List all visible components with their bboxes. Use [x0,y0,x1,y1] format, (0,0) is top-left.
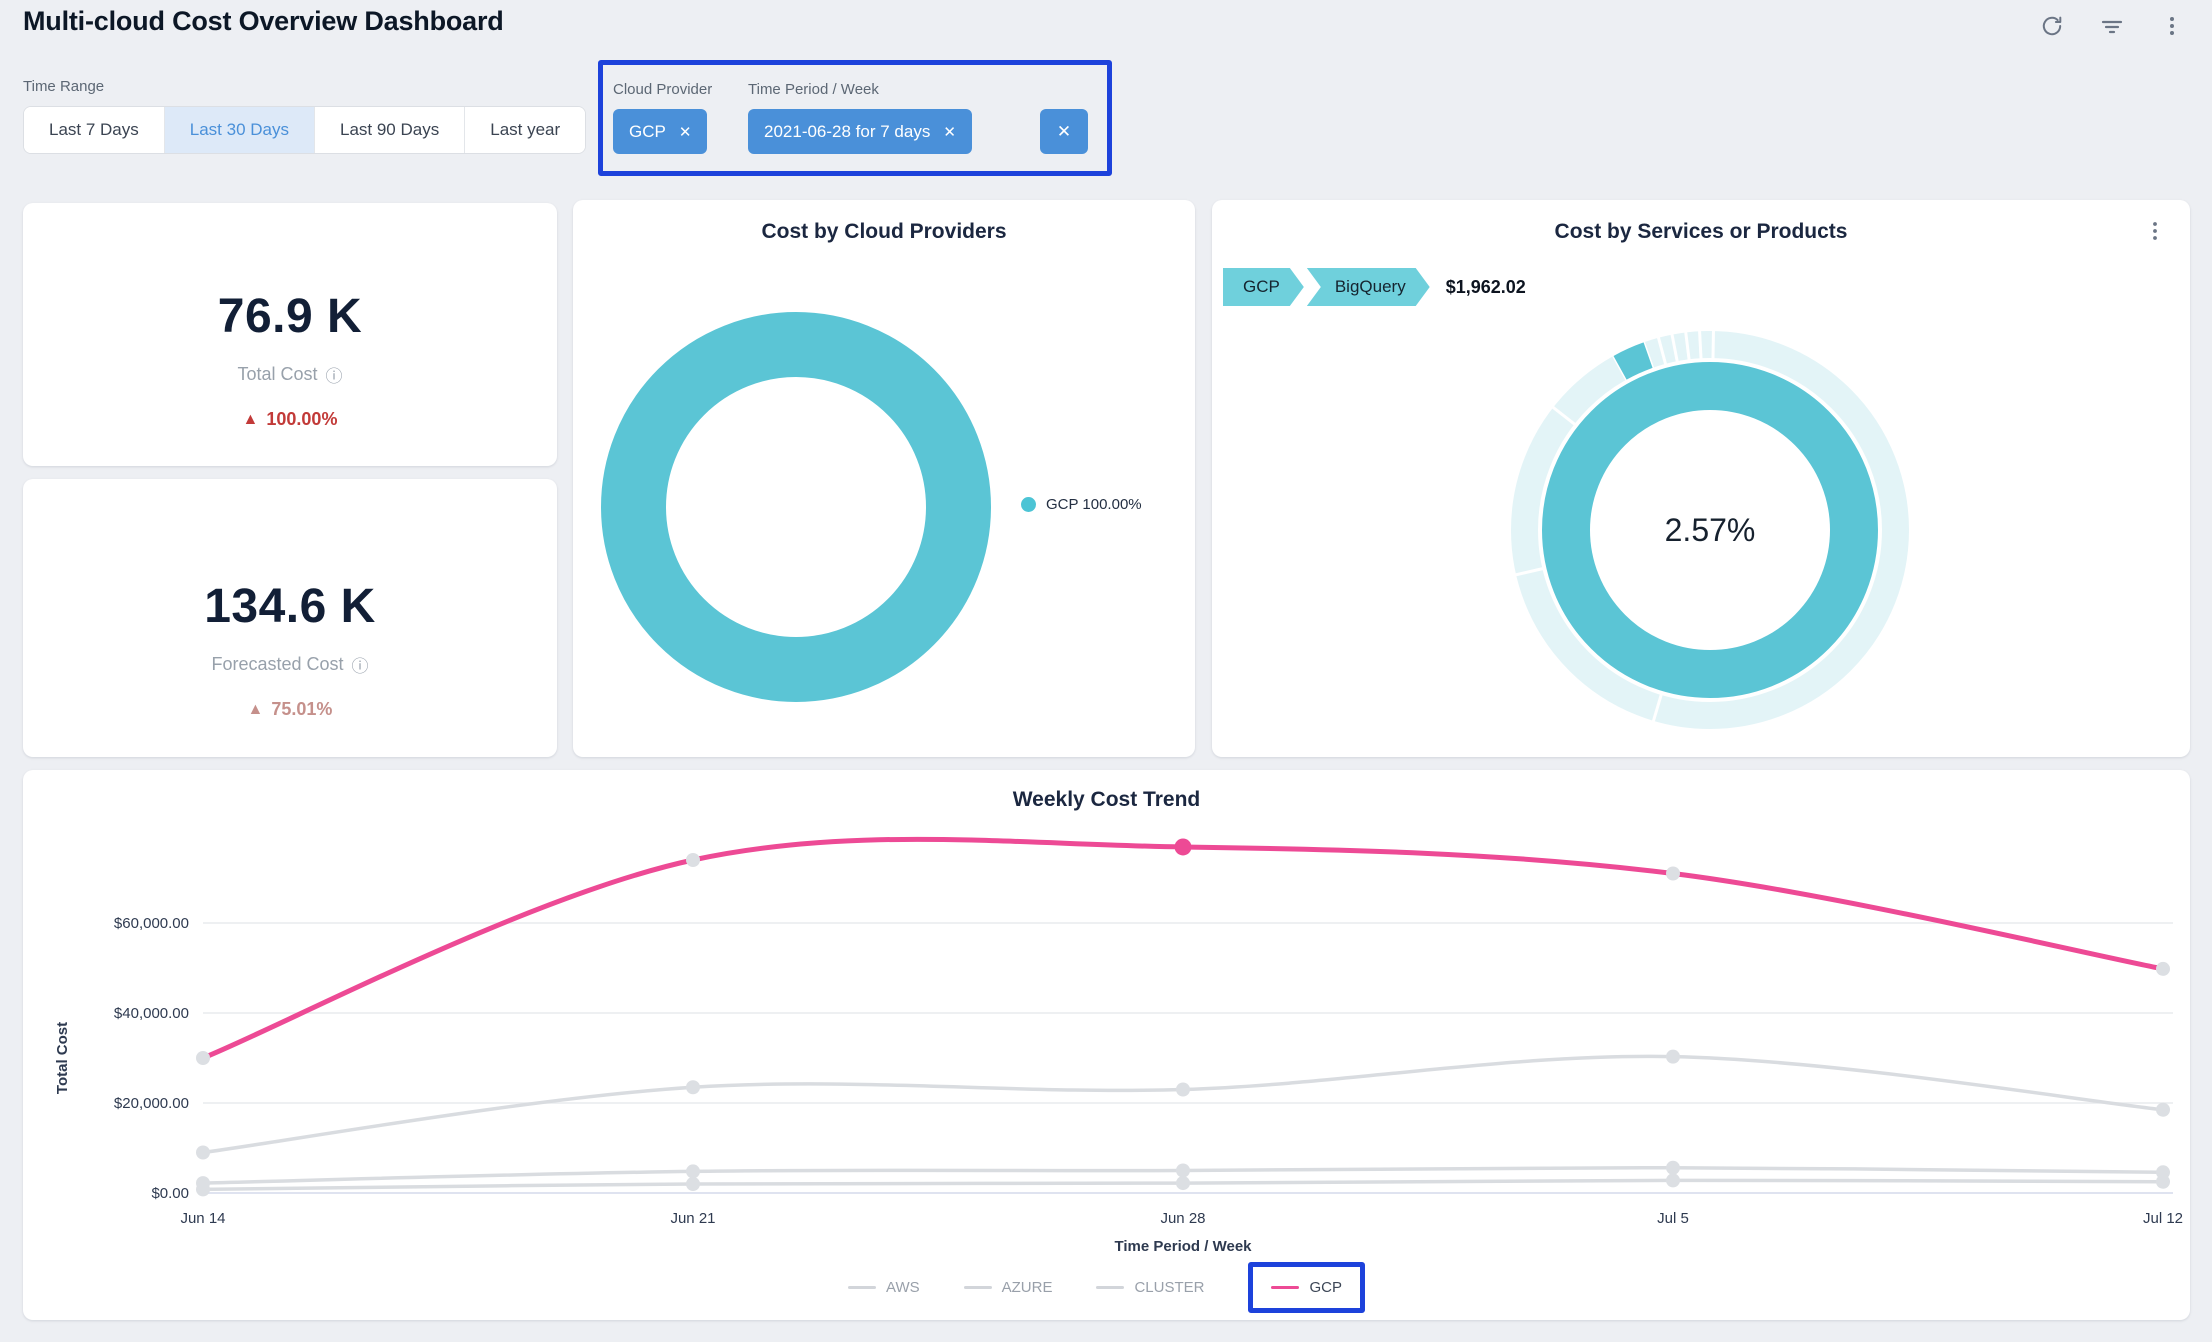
legend-item-aws[interactable]: AWS [848,1279,920,1296]
total-cost-label: Total Cost [237,364,318,384]
providers-legend-label: GCP 100.00% [1046,496,1142,513]
legend-line-icon [1271,1286,1300,1289]
legend-item-cluster[interactable]: CLUSTER [1096,1279,1204,1296]
clear-filters-button[interactable]: ✕ [1040,109,1088,154]
total-cost-value: 76.9 K [217,290,363,343]
kebab-icon[interactable] [2160,14,2184,38]
svg-text:$60,000.00: $60,000.00 [114,915,189,932]
svg-text:Jul 12: Jul 12 [2143,1210,2183,1227]
trend-legend: AWS AZURE CLUSTER GCP [23,1262,2190,1313]
breadcrumb-bigquery[interactable]: BigQuery [1307,268,1430,306]
forecasted-cost-value: 134.6 K [204,580,376,633]
refresh-icon[interactable] [2040,14,2064,38]
svg-text:$40,000.00: $40,000.00 [114,1005,189,1022]
legend-item-azure[interactable]: AZURE [963,1279,1052,1296]
time-range-last-90-days[interactable]: Last 90 Days [314,107,465,153]
chip-close-icon[interactable]: ✕ [678,123,692,141]
trend-up-icon: ▲ [242,410,259,428]
info-icon[interactable]: ⓘ [325,367,343,386]
providers-chart-title: Cost by Cloud Providers [761,220,1007,243]
page-title: Multi-cloud Cost Overview Dashboard [23,6,504,36]
filter-chip-time-period[interactable]: 2021-06-28 for 7 days ✕ [748,109,972,154]
legend-item-gcp[interactable]: GCP [1271,1279,1342,1296]
cost-by-services-card: Cost by Services or Products GCP BigQuer… [1212,200,2190,757]
svg-text:Total Cost: Total Cost [54,1022,71,1094]
svg-text:Jun 28: Jun 28 [1160,1210,1205,1227]
svg-text:$0.00: $0.00 [151,1185,189,1202]
svg-text:2.57%: 2.57% [1665,512,1756,548]
providers-legend-item[interactable]: GCP 100.00% [1021,496,1142,513]
filter-chip-gcp[interactable]: GCP ✕ [613,109,708,154]
services-sunburst-chart[interactable]: 2.57% [1510,330,1910,730]
time-range-last-7-days[interactable]: Last 7 Days [24,107,164,153]
svg-text:$20,000.00: $20,000.00 [114,1095,189,1112]
total-cost-kpi-card: 76.9 K Total Cost ⓘ ▲ 100.00% [23,203,557,466]
svg-text:Time Period / Week: Time Period / Week [1115,1238,1253,1255]
weekly-cost-trend-card: Weekly Cost Trend $0.00 $20,000.00 $40,000… [23,770,2190,1320]
forecasted-cost-label: Forecasted Cost [211,654,344,674]
svg-text:Jun 14: Jun 14 [180,1210,225,1227]
info-icon[interactable]: ⓘ [351,657,369,676]
legend-line-icon [848,1286,876,1289]
filter-group-label-cloud-provider: Cloud Provider [613,81,713,98]
forecasted-cost-kpi-card: 134.6 K Forecasted Cost ⓘ ▲ 75.01% [23,479,557,757]
chip-close-icon[interactable]: ✕ [943,123,956,141]
svg-text:Jun 21: Jun 21 [670,1210,715,1227]
legend-line-icon [1096,1286,1125,1289]
filter-icon[interactable] [2100,14,2124,38]
time-range-last-year[interactable]: Last year [464,107,586,153]
time-range-group: Last 7 Days Last 30 Days Last 90 Days La… [23,106,587,154]
services-breadcrumb: GCP BigQuery $1,962.02 [1223,268,1526,306]
legend-dot-icon [1021,497,1036,512]
selected-service-cost: $1,962.02 [1445,276,1526,297]
time-range-last-30-days[interactable]: Last 30 Days [163,107,314,153]
svg-text:Jul 5: Jul 5 [1657,1210,1689,1227]
gcp-legend-annotation-box: GCP [1248,1262,1365,1313]
providers-donut-chart [601,312,991,702]
services-chart-title: Cost by Services or Products [1554,220,1848,243]
trend-up-icon: ▲ [247,700,264,718]
kebab-icon[interactable] [2144,220,2166,244]
forecasted-cost-delta: ▲ 75.01% [247,699,333,719]
trend-chart-title: Weekly Cost Trend [1012,788,1201,811]
cost-by-cloud-providers-card: Cost by Cloud Providers GCP 100.00% [573,200,1195,757]
breadcrumb-gcp[interactable]: GCP [1223,268,1304,306]
header-actions [2040,14,2184,38]
filters-annotation-box: Cloud Provider Time Period / Week GCP ✕ … [598,60,1112,176]
time-range-label: Time Range [23,78,105,95]
filter-group-label-time-period: Time Period / Week [748,81,879,98]
trend-line-chart: $0.00 $20,000.00 $40,000.00 $60,000.00 Total… [54,836,2183,1255]
total-cost-delta: ▲ 100.00% [242,409,338,429]
legend-line-icon [963,1286,992,1289]
